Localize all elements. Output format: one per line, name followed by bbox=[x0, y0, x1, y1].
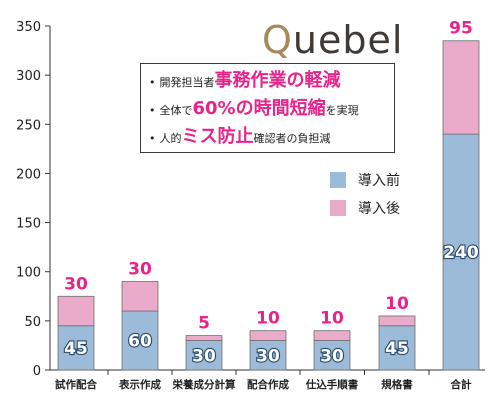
bar-after-2 bbox=[185, 335, 223, 341]
callout-line-2: • 全体で60%の時間短縮を実現 bbox=[149, 98, 359, 119]
category-label-3: 配合作成 bbox=[247, 378, 289, 391]
value-label-after-0: 30 bbox=[64, 274, 88, 294]
y-tick-label-3: 150 bbox=[16, 217, 41, 232]
category-label-4: 仕込手順書 bbox=[305, 378, 359, 391]
category-label-2: 栄養成分計算 bbox=[172, 378, 236, 391]
value-label-after-2: 5 bbox=[198, 314, 210, 334]
callout-line-1: • 開発担当者事務作業の軽減 bbox=[149, 70, 341, 91]
value-label-after-4: 10 bbox=[320, 309, 344, 329]
benefits-callout: • 開発担当者事務作業の軽減 • 全体で60%の時間短縮を実現 • 人的ミス防止確認者… bbox=[140, 63, 395, 153]
bar-before-3 bbox=[249, 340, 287, 371]
value-label-after-6: 95 bbox=[449, 19, 473, 39]
value-label-after-1: 30 bbox=[128, 260, 152, 280]
bar-before-0 bbox=[57, 325, 95, 371]
value-label-before-3: 30 bbox=[256, 346, 280, 366]
legend-item-before: 導入前 bbox=[330, 166, 400, 194]
y-tick-label-1: 50 bbox=[24, 315, 41, 330]
legend-swatch-before bbox=[330, 172, 346, 188]
bar-after-0 bbox=[57, 295, 95, 327]
value-label-before-2: 30 bbox=[192, 346, 216, 366]
bar-after-1 bbox=[121, 281, 159, 312]
bar-after-5 bbox=[378, 315, 416, 327]
bar-after-3 bbox=[249, 330, 287, 341]
value-label-after-5: 10 bbox=[385, 294, 409, 314]
callout-line-3: • 人的ミス防止確認者の負担減 bbox=[149, 126, 331, 147]
category-label-0: 試作配合 bbox=[55, 378, 97, 391]
value-label-before-1: 60 bbox=[128, 332, 152, 352]
y-tick-label-6: 300 bbox=[16, 69, 41, 84]
y-tick-label-2: 100 bbox=[16, 266, 41, 281]
bar-before-5 bbox=[378, 325, 416, 371]
chart-legend: 導入前 導入後 bbox=[330, 166, 400, 222]
bar-after-4 bbox=[313, 330, 351, 341]
bar-before-4 bbox=[313, 340, 351, 371]
value-label-before-4: 30 bbox=[320, 346, 344, 366]
bar-after-6 bbox=[442, 40, 480, 135]
y-tick-label-7: 350 bbox=[16, 20, 41, 35]
y-tick-label-0: 0 bbox=[33, 364, 41, 379]
quebel-logo: Quebel bbox=[262, 18, 404, 62]
y-tick-label-5: 250 bbox=[16, 118, 41, 133]
y-tick-label-4: 200 bbox=[16, 167, 41, 182]
value-label-after-3: 10 bbox=[256, 309, 280, 329]
legend-item-after: 導入後 bbox=[330, 194, 400, 222]
legend-swatch-after bbox=[330, 200, 346, 216]
category-label-6: 合計 bbox=[450, 378, 472, 391]
bar-before-2 bbox=[185, 340, 223, 371]
value-label-before-0: 45 bbox=[64, 339, 88, 359]
legend-label-before: 導入前 bbox=[358, 173, 400, 189]
legend-label-after: 導入後 bbox=[358, 201, 400, 217]
category-label-1: 表示作成 bbox=[118, 378, 161, 391]
value-label-before-5: 45 bbox=[385, 339, 409, 359]
category-label-5: 規格書 bbox=[381, 378, 413, 391]
value-label-before-6: 240 bbox=[443, 243, 479, 263]
bar-before-1 bbox=[121, 310, 159, 371]
